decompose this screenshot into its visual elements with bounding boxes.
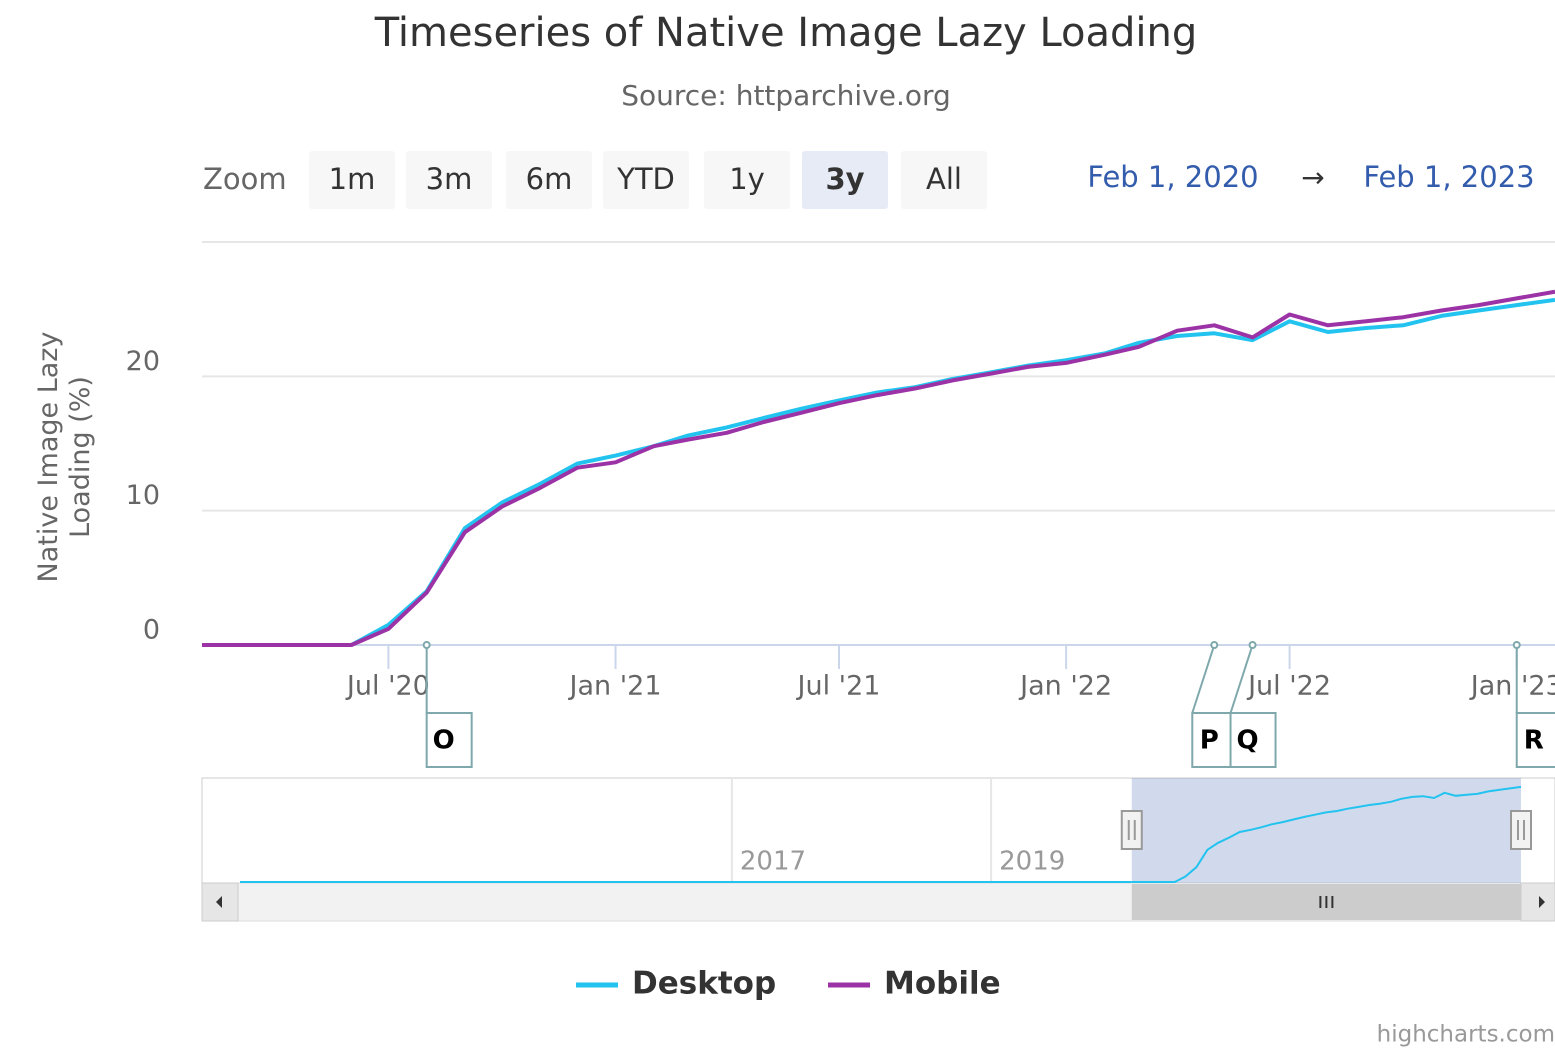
range-button[interactable]	[309, 151, 395, 209]
range-separator: →	[1301, 161, 1324, 194]
zoom-label: Zoom	[203, 162, 287, 196]
flag-box[interactable]	[1229, 712, 1277, 768]
range-button[interactable]	[506, 151, 592, 209]
range-input[interactable]: Feb 1, 2023	[1363, 160, 1534, 194]
range-button-label: 1y	[729, 162, 765, 196]
range-button[interactable]	[603, 151, 689, 209]
y-tick-label: 20	[126, 346, 160, 377]
handle-grip	[1517, 820, 1525, 840]
navigator-series	[1131, 785, 1522, 883]
flag-stem	[1229, 644, 1254, 714]
x-tick-label: Jul '20	[345, 671, 430, 702]
y-tick-label: 0	[143, 615, 160, 646]
x-tick-label: Jan '22	[1018, 671, 1112, 702]
x-tick-label: Jul '21	[796, 671, 881, 702]
range-button[interactable]	[406, 151, 492, 209]
range-button-label: 3m	[426, 162, 473, 196]
range-button[interactable]	[704, 151, 790, 209]
navigator-tick-label: 2019	[999, 847, 1065, 877]
flag-dot	[1210, 641, 1219, 649]
chart-subtitle: Source: httparchive.org	[621, 79, 951, 112]
navigator-handle[interactable]	[1120, 810, 1143, 850]
flag-stem	[1191, 644, 1216, 714]
flag-dot	[1512, 641, 1521, 649]
flag-title: O	[433, 726, 455, 756]
navigator-handle[interactable]	[1510, 810, 1532, 850]
chart-title: Timeseries of Native Image Lazy Loading	[374, 10, 1198, 56]
scroll-right[interactable]	[1520, 882, 1555, 922]
legend-label[interactable]: Desktop	[632, 966, 776, 1002]
range-input[interactable]: Feb 1, 2020	[1087, 160, 1258, 194]
flag-box[interactable]	[1515, 712, 1555, 768]
range-button-label: All	[926, 162, 962, 196]
navigator-mask	[1131, 778, 1521, 883]
range-button-label: 6m	[526, 162, 573, 196]
navigator-tick-label: 2017	[740, 847, 806, 877]
y-tick-label: 10	[126, 480, 160, 511]
scroll-left[interactable]	[201, 882, 239, 922]
x-tick-label: Jan '23	[1469, 671, 1555, 702]
flag-title: R	[1524, 726, 1544, 756]
x-tick-label: Jan '21	[568, 671, 662, 702]
thumb-grip	[1319, 896, 1334, 908]
series-line	[202, 297, 1555, 647]
flag-title: P	[1200, 726, 1219, 756]
range-button-label: 3y	[825, 162, 864, 196]
range-button-label: YTD	[616, 162, 675, 196]
range-button[interactable]	[802, 151, 888, 209]
legend-label[interactable]: Mobile	[884, 966, 1001, 1002]
range-button[interactable]	[901, 151, 987, 209]
credits[interactable]: highcharts.com	[1377, 1022, 1555, 1048]
flag-title: Q	[1236, 726, 1258, 756]
y-axis-label: Native Image Lazy Loading (%)	[33, 331, 96, 583]
series-line	[202, 289, 1555, 647]
flag-dot	[422, 641, 431, 649]
flag-dot	[1248, 641, 1257, 649]
arrow-left	[216, 896, 222, 908]
navigator	[201, 777, 1555, 884]
x-tick-label: Jul '22	[1246, 671, 1331, 702]
range-button-label: 1m	[329, 162, 376, 196]
arrow-right	[1539, 896, 1545, 908]
flag-box[interactable]	[425, 712, 473, 768]
handle-grip	[1127, 820, 1136, 840]
